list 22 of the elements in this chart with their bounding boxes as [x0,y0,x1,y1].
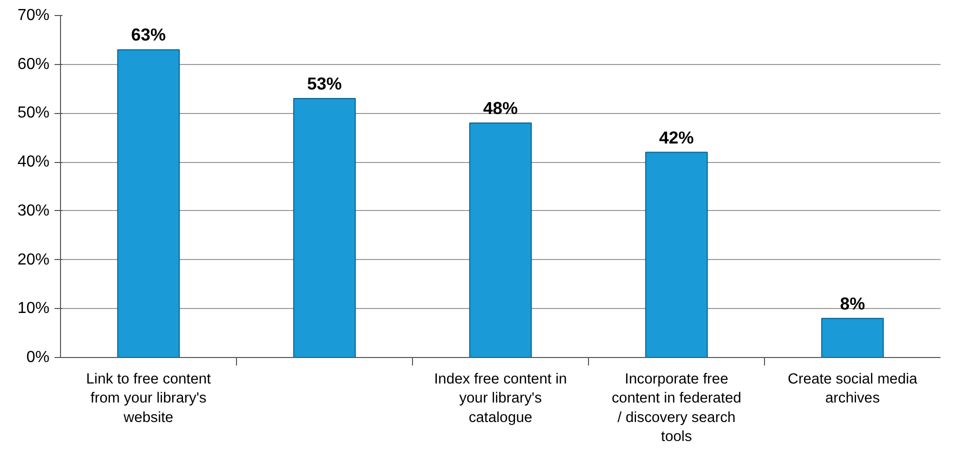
x-tick-label: Incorporate free content in federated / discovery search tools [612,372,742,446]
bar [293,98,356,358]
y-tick-label: 10% [17,300,50,318]
y-tick-label: 50% [17,104,50,122]
bar [117,49,180,358]
data-label: 8% [840,293,866,314]
y-tick-label: 60% [17,56,50,73]
data-label: 42% [659,127,694,148]
x-tick-label: Link to free content from your library's website [86,372,211,426]
bar [821,318,884,358]
bar [469,122,532,358]
bar [645,152,708,358]
x-tick-label: Index free content in your library's catalogue [434,372,567,426]
x-tick-label: Create social media archives [788,372,918,407]
y-tick-label: 70% [17,7,50,24]
y-tick-label: 40% [17,154,50,171]
y-tick-label: 0% [26,349,50,366]
y-tick-label: 30% [17,202,50,220]
data-label: 48% [483,98,518,118]
data-label: 53% [307,74,342,94]
y-tick-label: 20% [17,251,50,268]
data-label: 63% [131,24,166,45]
